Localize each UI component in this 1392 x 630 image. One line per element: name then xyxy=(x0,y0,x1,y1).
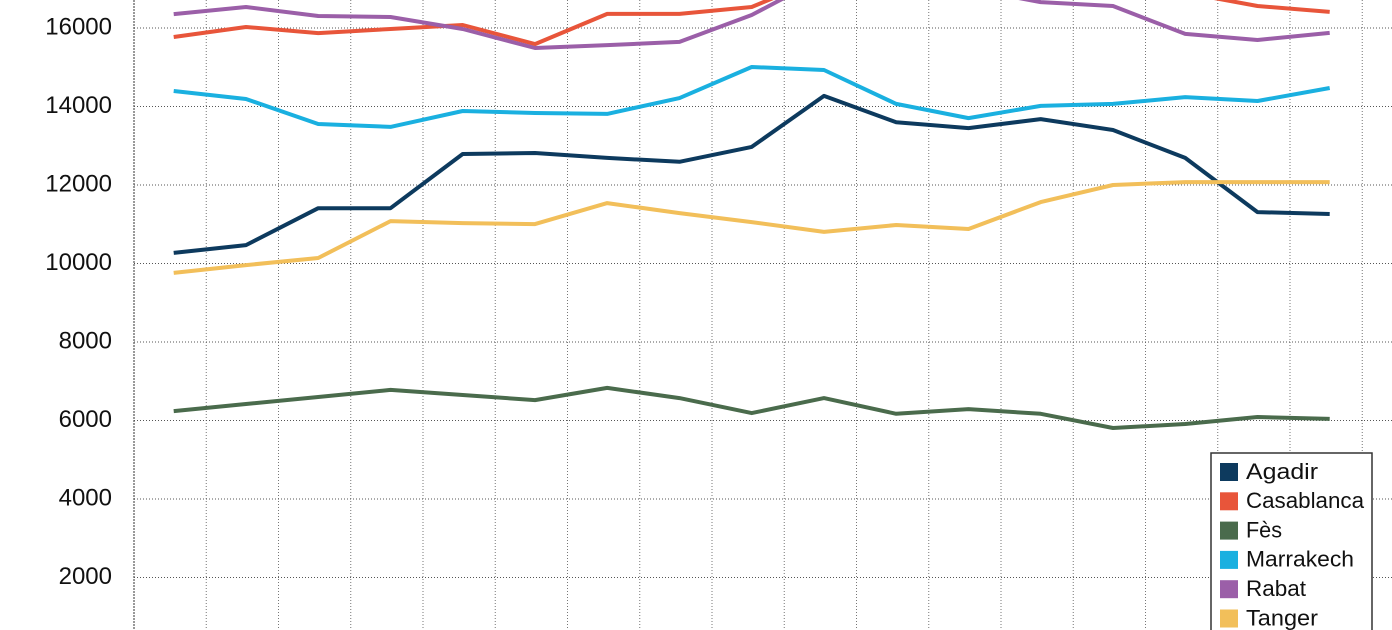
legend-swatch xyxy=(1220,609,1238,628)
y-tick-label: 16000 xyxy=(45,13,112,40)
series-line xyxy=(173,0,1330,50)
y-tick-label: 14000 xyxy=(45,92,112,119)
y-tick-label: 2000 xyxy=(59,563,112,590)
y-tick-label: 10000 xyxy=(45,249,112,276)
y-tick-label: 8000 xyxy=(59,327,112,354)
legend-swatch xyxy=(1220,492,1238,511)
legend-swatch xyxy=(1220,580,1238,599)
series-line xyxy=(173,385,1330,430)
legend-box xyxy=(1210,452,1373,630)
y-tick-label: 4000 xyxy=(59,484,112,511)
legend: Agadir Casablanca Fès Marrakech Rabat Tanger xyxy=(1210,452,1373,630)
legend-label: Tanger xyxy=(1246,605,1318,630)
series-line xyxy=(173,180,1330,275)
legend-label: Agadir xyxy=(1246,459,1318,484)
legend-swatch xyxy=(1220,521,1238,540)
series-line xyxy=(173,65,1331,129)
legend-label: Fès xyxy=(1246,517,1282,542)
y-tick-label: 6000 xyxy=(59,406,112,433)
legend-label: Marrakech xyxy=(1246,547,1354,572)
legend-swatch xyxy=(1220,550,1238,569)
legend-label: Casablanca xyxy=(1246,488,1365,513)
y-tick-label: 12000 xyxy=(45,170,112,197)
series-line xyxy=(173,93,1330,255)
legend-label: Rabat xyxy=(1246,576,1306,601)
legend-swatch xyxy=(1220,463,1238,481)
series-line xyxy=(173,0,1330,47)
